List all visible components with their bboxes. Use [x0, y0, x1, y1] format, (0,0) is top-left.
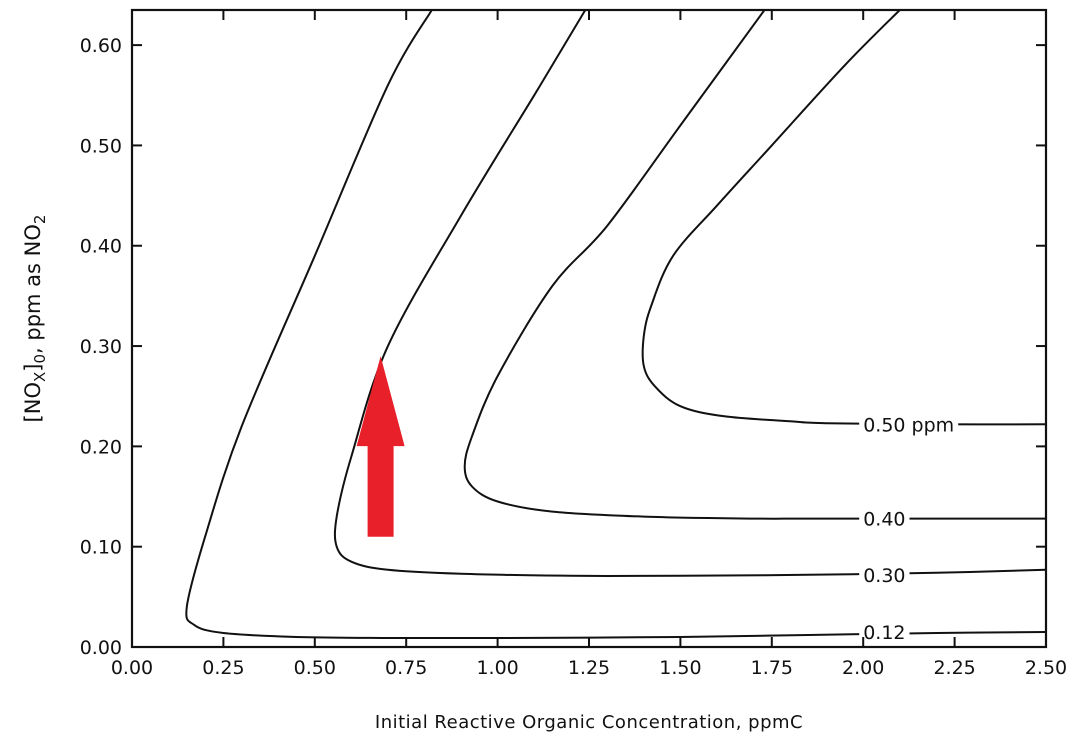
y-label-prefix: [NO	[21, 382, 45, 422]
y-tick-label: 0.10	[80, 537, 122, 559]
x-tick-label: 2.25	[933, 657, 975, 679]
x-tick-label: 0.00	[111, 657, 153, 679]
red-arrow	[356, 356, 405, 537]
y-axis-label: [NOX]0, ppm as NO2	[21, 215, 49, 423]
contour-label-backing	[859, 413, 959, 438]
y-label-mid: ]	[21, 364, 45, 372]
x-tick-label: 2.50	[1025, 657, 1067, 679]
contour-label-backing	[859, 507, 910, 532]
x-ticks-group: 0.00 0.25 0.50 0.75 1.00 1.25 1.50 1.75 2.00 2.25…	[111, 10, 1067, 679]
y-label-suffix: , ppm as NO	[21, 224, 45, 354]
x-tick-label: 0.75	[385, 657, 427, 679]
contour-labels-group: 0.12 0.30 0.40 0.50 ppm	[859, 413, 959, 645]
y-tick-label: 0.20	[80, 436, 122, 458]
x-tick-label: 0.50	[294, 657, 336, 679]
y-tick-label: 0.40	[80, 236, 122, 258]
y-ticks-group: 0.00 0.10 0.20 0.30 0.40 0.50 0.60	[80, 35, 1046, 659]
contour-line	[185, 9, 1047, 640]
y-tick-label: 0.50	[80, 135, 122, 157]
contour-lines-group	[185, 9, 1047, 640]
contour-label-backing	[859, 620, 910, 645]
y-tick-label: 0.30	[80, 336, 122, 358]
y-tick-label: 0.60	[80, 35, 122, 57]
x-tick-label: 2.00	[842, 657, 884, 679]
contour-label: 0.12	[863, 622, 905, 644]
x-tick-label: 1.25	[568, 657, 610, 679]
y-label-sub1: X	[31, 372, 49, 382]
x-tick-label: 1.75	[751, 657, 793, 679]
x-tick-label: 0.25	[202, 657, 244, 679]
contour-label: 0.30	[863, 565, 905, 587]
x-tick-label: 1.50	[659, 657, 701, 679]
contour-label-backing	[859, 563, 910, 588]
y-label-sub2: 0	[31, 354, 49, 364]
y-label-sub3: 2	[31, 215, 49, 225]
annotation-group	[356, 356, 405, 537]
contour-line	[333, 9, 1047, 577]
contour-label: 0.50 ppm	[863, 414, 954, 436]
contour-label: 0.40	[863, 509, 905, 531]
x-axis-label: Initial Reactive Organic Concentration, …	[375, 712, 803, 733]
contour-line	[463, 9, 1047, 520]
y-tick-label: 0.00	[80, 637, 122, 659]
plot-frame	[130, 8, 1048, 649]
x-tick-label: 1.00	[476, 657, 518, 679]
contour-line	[641, 9, 1047, 426]
